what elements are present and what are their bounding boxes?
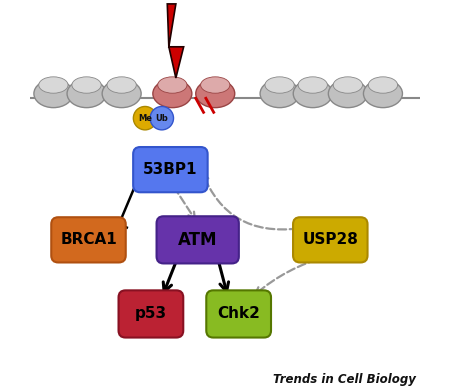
- Ellipse shape: [364, 80, 402, 108]
- Text: 53BP1: 53BP1: [143, 162, 198, 177]
- Text: Trends in Cell Biology: Trends in Cell Biology: [273, 373, 416, 386]
- Text: Ub: Ub: [155, 113, 168, 123]
- Ellipse shape: [265, 77, 294, 93]
- Text: Me: Me: [138, 113, 152, 123]
- Ellipse shape: [158, 77, 187, 93]
- Ellipse shape: [196, 80, 235, 108]
- Ellipse shape: [368, 77, 398, 93]
- Ellipse shape: [107, 77, 136, 93]
- Ellipse shape: [34, 80, 73, 108]
- Ellipse shape: [201, 77, 230, 93]
- Text: p53: p53: [135, 307, 167, 321]
- Ellipse shape: [39, 77, 68, 93]
- FancyBboxPatch shape: [118, 290, 183, 337]
- FancyBboxPatch shape: [293, 217, 368, 262]
- Ellipse shape: [72, 77, 101, 93]
- Circle shape: [150, 106, 174, 130]
- Polygon shape: [167, 4, 184, 78]
- Text: USP28: USP28: [302, 232, 358, 247]
- Circle shape: [133, 106, 157, 130]
- Ellipse shape: [298, 77, 328, 93]
- FancyBboxPatch shape: [206, 290, 271, 337]
- Text: BRCA1: BRCA1: [60, 232, 117, 247]
- Ellipse shape: [153, 80, 192, 108]
- Text: Chk2: Chk2: [217, 307, 260, 321]
- Ellipse shape: [260, 80, 299, 108]
- Ellipse shape: [293, 80, 332, 108]
- Ellipse shape: [102, 80, 141, 108]
- Ellipse shape: [328, 80, 367, 108]
- FancyBboxPatch shape: [157, 216, 239, 264]
- FancyBboxPatch shape: [133, 147, 207, 192]
- Ellipse shape: [333, 77, 362, 93]
- Text: ATM: ATM: [178, 231, 217, 249]
- FancyBboxPatch shape: [51, 217, 126, 262]
- Ellipse shape: [67, 80, 106, 108]
